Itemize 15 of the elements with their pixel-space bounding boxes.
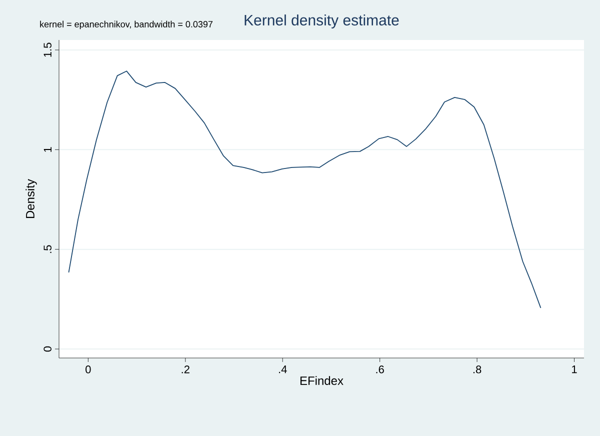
line-series [68, 70, 542, 308]
x-tick-label: .6 [376, 366, 384, 374]
x-tick-label: .8 [473, 366, 482, 374]
x-tick-label: .2 [182, 366, 190, 374]
y-axis-title: Density [26, 179, 37, 218]
x-tick-label: 1 [572, 366, 577, 374]
y-tick-label: 0 [44, 346, 52, 352]
chart-title: Kernel density estimate [244, 14, 399, 28]
y-tick-label: 1.5 [44, 42, 52, 57]
x-tick-label: .4 [279, 366, 287, 374]
x-axis-title: EFindex [300, 376, 344, 385]
x-tick-label: 0 [86, 366, 91, 374]
y-tick-label: .5 [44, 245, 52, 253]
text: kernel = epanechnikov, bandwidth = 0.0397 [40, 20, 212, 30]
y-tick-label: 1 [44, 147, 52, 152]
